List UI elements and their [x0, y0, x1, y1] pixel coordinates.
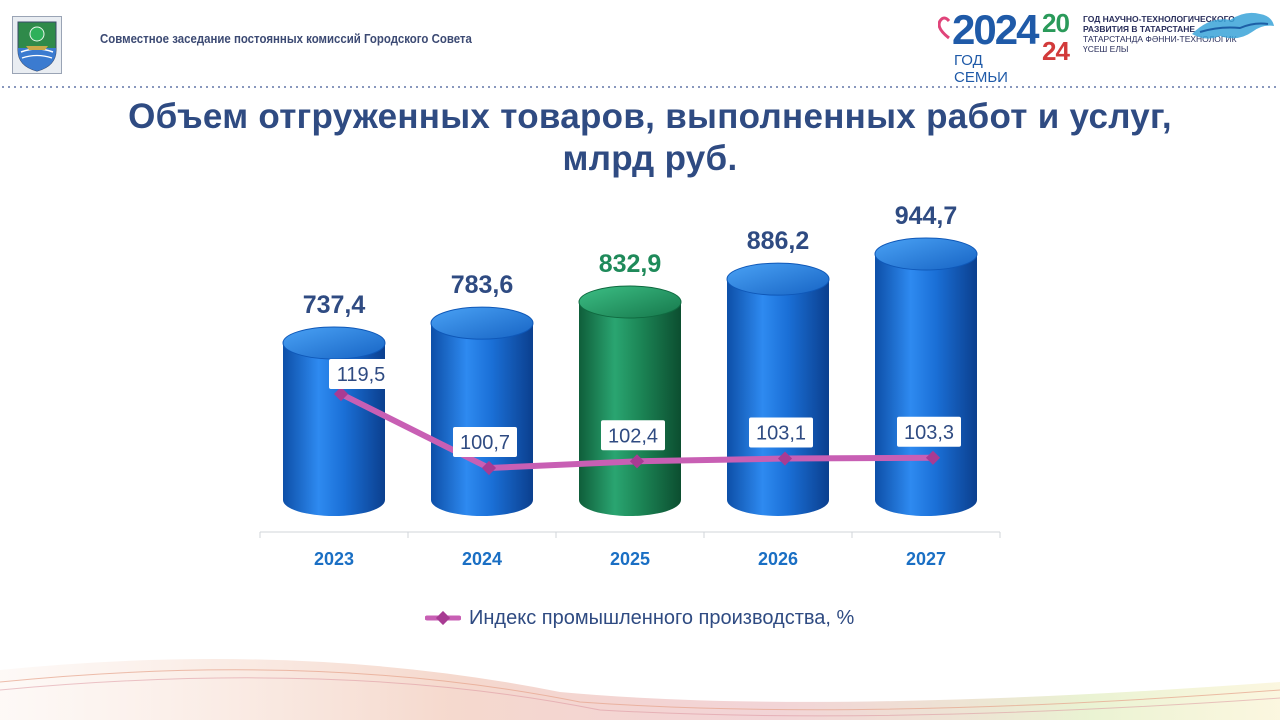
tech-year-bottom: 24: [1042, 36, 1070, 66]
bar-value-label-2024: 783,6: [451, 271, 514, 299]
legend-line-marker: [425, 611, 461, 625]
svg-text:100,7: 100,7: [460, 432, 510, 454]
bar-value-label-2026: 886,2: [747, 227, 810, 255]
svg-text:102,4: 102,4: [608, 425, 658, 447]
index-label-2025: 102,4: [601, 420, 665, 451]
header-meeting-title: Совместное заседание постоянных комиссий…: [100, 31, 472, 46]
category-label-2026: 2026: [758, 549, 798, 569]
decorative-wave: [0, 659, 1280, 720]
chart-legend: Индекс промышленного производства, %: [425, 603, 854, 633]
index-point-2027: [925, 450, 941, 465]
bar-value-label-2027: 944,7: [895, 202, 958, 230]
category-label-2023: 2023: [314, 549, 354, 569]
svg-text:103,1: 103,1: [756, 423, 806, 445]
bar-2027: [874, 237, 978, 516]
tech-caption-line: РАЗВИТИЯ В ТАТАРСТАНЕ: [1083, 24, 1196, 34]
year-caption: ГОД СЕМЬИ: [954, 52, 1008, 86]
category-label-2027: 2027: [906, 549, 946, 569]
city-coat-of-arms-logo: [12, 16, 62, 74]
tech-year-top: 20: [1042, 8, 1070, 38]
index-label-2023: 119,5: [329, 359, 393, 389]
index-label-2024: 100,7: [453, 427, 517, 457]
year-of-family-logo: 2024 ГОД СЕМЬИ: [938, 6, 1039, 86]
bar-2024: [430, 306, 534, 516]
tech-caption-line: ҮСЕШ ЕЛЫ: [1083, 44, 1129, 54]
year-number: 2024: [952, 6, 1039, 53]
tech-caption-line: ТАТАРСТАНДА ФӘННИ-ТЕХНОЛОГИК: [1083, 34, 1237, 44]
svg-text:119,5: 119,5: [337, 364, 386, 386]
index-point-2025: [629, 454, 645, 469]
bar-2026: [726, 262, 830, 516]
index-label-2027: 103,3: [897, 416, 961, 447]
page-title: Объем отгруженных товаров, выполненных р…: [60, 96, 1240, 180]
category-label-2024: 2024: [462, 549, 502, 569]
header-divider: [0, 86, 1280, 88]
index-point-2026: [777, 451, 793, 466]
bar-2023: [282, 326, 386, 516]
tech-caption-line: ГОД НАУЧНО-ТЕХНОЛОГИЧЕСКОГО: [1083, 14, 1235, 24]
title-line-1: Объем отгруженных товаров, выполненных р…: [128, 97, 1172, 136]
title-line-2: млрд руб.: [562, 139, 738, 178]
bar-value-label-2023: 737,4: [303, 291, 366, 319]
heart-icon: [938, 16, 951, 40]
tech-year-logo: 20 24: [1040, 8, 1080, 68]
bar-value-label-2025: 832,9: [599, 250, 662, 278]
bar-2025: [578, 285, 682, 516]
index-point-2024: [481, 460, 497, 476]
index-point-2023: [333, 386, 349, 402]
tech-year-caption: ГОД НАУЧНО-ТЕХНОЛОГИЧЕСКОГО РАЗВИТИЯ В Т…: [1083, 14, 1237, 54]
legend-label-industrial-index: Индекс промышленного производства, %: [469, 606, 855, 629]
index-label-2026: 103,1: [749, 417, 813, 448]
snow-leopard-emblem: [1192, 12, 1274, 39]
svg-text:103,3: 103,3: [904, 422, 954, 444]
category-label-2025: 2025: [610, 549, 650, 569]
